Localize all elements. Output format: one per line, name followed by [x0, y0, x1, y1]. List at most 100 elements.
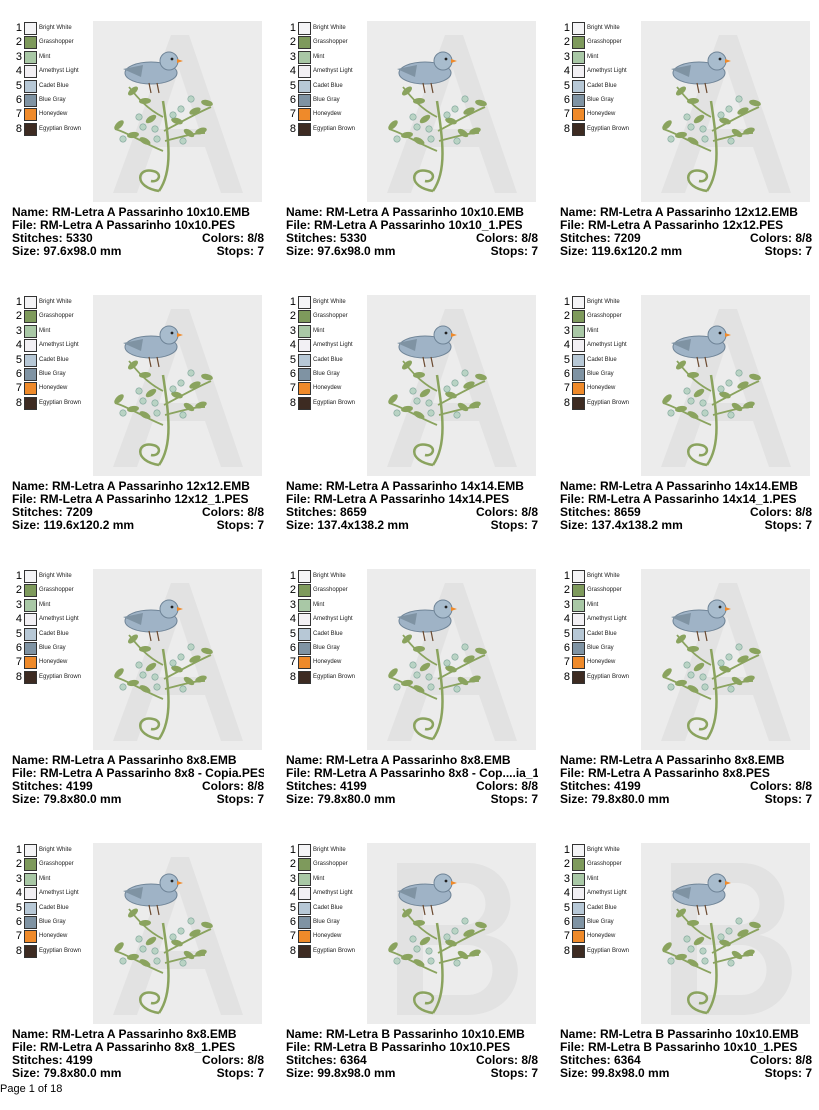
preview-shape: [139, 671, 147, 679]
preview-shape: [397, 65, 417, 77]
thread-name: Cadet Blue: [313, 356, 343, 363]
thread-number: 7: [15, 656, 22, 669]
preview-shape: [397, 339, 417, 351]
thread-number: 5: [15, 901, 22, 914]
thread-name: Cadet Blue: [39, 630, 69, 637]
preview-shape: [113, 309, 243, 467]
preview-shape: [671, 863, 792, 1015]
preview-shape: [662, 942, 672, 952]
preview-shape: [687, 959, 699, 967]
preview-shape: [425, 673, 433, 681]
thread-name: Bright White: [313, 573, 346, 579]
preview-shape: [114, 942, 124, 952]
thread-row: 8 Egyptian Brown: [562, 396, 642, 410]
thread-swatch: [572, 396, 585, 410]
preview-shape: [402, 86, 412, 96]
thread-row: 7 Honeydew: [288, 930, 368, 944]
preview-shape: [443, 659, 451, 667]
thread-name: Amethyst Light: [39, 68, 79, 75]
design-preview: [641, 295, 810, 476]
thread-row: 8 Egyptian Brown: [14, 396, 94, 410]
thread-number: 7: [15, 382, 22, 395]
thread-swatch: [572, 368, 585, 381]
preview-shape: [457, 402, 469, 412]
thread-number: 2: [15, 584, 22, 597]
preview-shape: [388, 668, 398, 678]
design-card: 1 Bright White 2 Grasshopper 3 Mint 4 Amethyst …: [284, 566, 540, 836]
preview-shape: [187, 643, 195, 651]
thread-swatch: [24, 296, 37, 309]
thread-swatch: [298, 656, 311, 670]
design-preview: [641, 569, 810, 750]
preview-shape: [443, 385, 451, 393]
preview-shape: [153, 409, 161, 417]
thread-number: 6: [15, 642, 22, 654]
thread-number: 1: [289, 844, 296, 856]
preview-shape: [177, 379, 185, 387]
preview-shape: [662, 908, 760, 974]
design-stops: Stops: 7: [486, 245, 538, 258]
thread-swatch: [298, 858, 311, 872]
thread-swatch: [298, 108, 311, 122]
design-preview: [367, 21, 536, 202]
preview-shape: [170, 879, 174, 883]
thread-row: 8 Egyptian Brown: [562, 944, 642, 958]
preview-shape: [388, 360, 486, 426]
preview-shape: [469, 675, 481, 683]
preview-shape: [151, 125, 159, 133]
preview-shape: [419, 662, 431, 672]
thread-number: 4: [15, 887, 22, 900]
stitches-row: Stitches: 4199 Colors: 8/8: [12, 1054, 264, 1067]
preview-shape: [397, 887, 417, 899]
thread-row: 4 Amethyst Light: [14, 339, 94, 353]
preview-shape: [195, 127, 207, 135]
thread-name: Honeydew: [587, 659, 616, 666]
thread-swatch: [572, 916, 585, 929]
design-info: Name: RM-Letra A Passarinho 10x10.EMB Fil…: [286, 206, 538, 258]
thread-swatch: [572, 296, 585, 309]
thread-row: 7 Honeydew: [562, 930, 642, 944]
design-size: Size: 119.6x120.2 mm: [560, 245, 683, 258]
preview-shape: [683, 113, 691, 121]
preview-shape: [444, 605, 448, 609]
preview-shape: [727, 685, 735, 693]
thread-row: 2 Grasshopper: [14, 310, 94, 324]
thread-number: 1: [563, 570, 570, 582]
preview-shape: [749, 647, 761, 655]
thread-name: Egyptian Brown: [313, 125, 356, 132]
thread-row: 1 Bright White: [288, 296, 368, 309]
design-file: File: RM-Letra A Passarinho 8x8 - Copia.…: [12, 767, 264, 780]
thread-swatch: [24, 872, 37, 886]
preview-shape: [128, 634, 138, 644]
preview-shape: [461, 95, 469, 103]
preview-shape: [463, 655, 475, 663]
design-stitches: Stitches: 6364: [286, 1054, 367, 1067]
preview-shape: [735, 95, 743, 103]
thread-number: 4: [289, 613, 296, 626]
thread-number: 8: [15, 122, 22, 135]
design-card: 1 Bright White 2 Grasshopper 3 Mint 4 Amethyst …: [558, 840, 814, 1110]
preview-shape: [413, 411, 425, 419]
thread-row: 3 Mint: [288, 598, 368, 612]
thread-name: Amethyst Light: [313, 342, 353, 349]
preview-shape: [718, 57, 722, 61]
thread-name: Grasshopper: [39, 313, 74, 320]
preview-shape: [427, 409, 435, 417]
preview-shape: [433, 873, 453, 893]
preview-shape: [413, 97, 425, 105]
design-stops: Stops: 7: [486, 793, 538, 806]
thread-number: 5: [289, 79, 296, 92]
thread-row: 8 Egyptian Brown: [14, 670, 94, 684]
preview-shape: [393, 957, 401, 965]
design-info: Name: RM-Letra A Passarinho 8x8.EMB File:…: [12, 1028, 264, 1080]
design-preview: [367, 843, 536, 1024]
thread-swatch: [24, 844, 37, 857]
preview-shape: [113, 857, 243, 1015]
stitches-row: Stitches: 4199 Colors: 8/8: [560, 780, 812, 793]
preview-shape: [687, 671, 695, 679]
thread-number: 3: [15, 872, 22, 885]
preview-shape: [699, 673, 707, 681]
thread-swatch: [572, 944, 585, 958]
preview-shape: [169, 111, 177, 119]
design-stops: Stops: 7: [760, 245, 812, 258]
